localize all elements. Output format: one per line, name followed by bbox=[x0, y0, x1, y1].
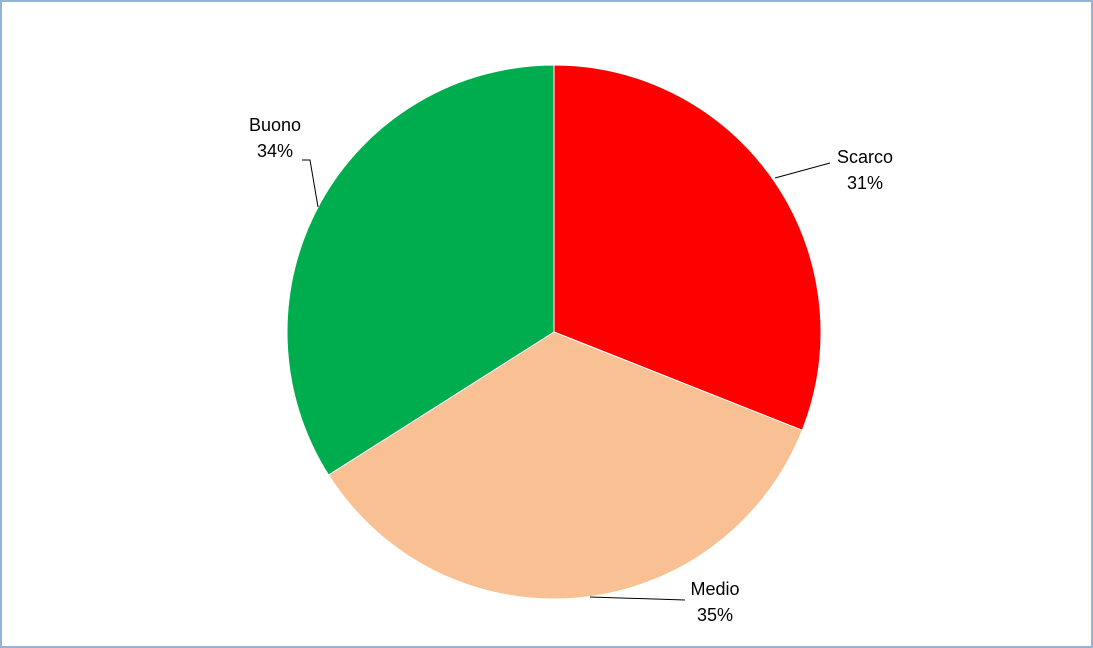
label-value: 31% bbox=[847, 173, 883, 193]
label-name: Medio bbox=[690, 579, 739, 599]
data-labels: Scarco 31% Medio 35% Buono 34% bbox=[249, 115, 893, 625]
pie bbox=[286, 64, 822, 600]
pie-slice bbox=[327, 331, 803, 600]
label-name: Scarco bbox=[837, 147, 893, 167]
label-value: 34% bbox=[257, 141, 293, 161]
leader-line bbox=[302, 159, 319, 208]
label-name: Buono bbox=[249, 115, 301, 135]
pie-slice bbox=[286, 64, 555, 476]
leader-line bbox=[589, 596, 686, 601]
pie-slice bbox=[553, 64, 822, 431]
label-value: 35% bbox=[697, 605, 733, 625]
leader-line bbox=[774, 162, 831, 179]
